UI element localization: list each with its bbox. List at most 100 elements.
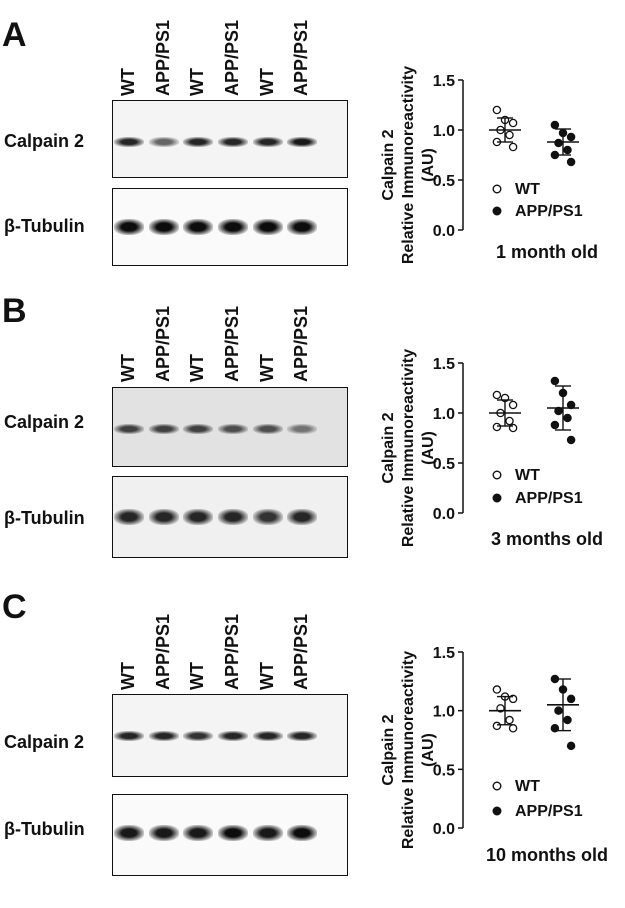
data-point: [566, 694, 576, 704]
calpain-band: [183, 731, 213, 741]
calpain-band: [183, 424, 213, 434]
lane-label: WT: [257, 662, 277, 690]
scatter-plot: Calpain 2 Relative Immunoreactivity (AU)0.…: [380, 349, 603, 549]
y-axis-label: Calpain 2: [380, 129, 397, 200]
lane-label: APP/PS1: [222, 613, 242, 690]
calpain-band: [218, 137, 248, 147]
y-tick-label: 1.5: [433, 645, 455, 662]
tubulin-blot: [112, 188, 348, 266]
lane-label: WT: [257, 354, 277, 382]
calpain-band: [218, 424, 248, 434]
data-point: [508, 400, 518, 410]
data-point: [566, 435, 576, 445]
calpain-blot: [112, 100, 348, 178]
lane-label: WT: [187, 662, 207, 690]
tubulin-band: [287, 825, 317, 841]
legend-label-app: APP/PS1: [515, 803, 583, 820]
tubulin-band: [218, 219, 248, 235]
calpain-band: [114, 731, 144, 741]
data-point: [508, 724, 518, 733]
data-point: [492, 721, 502, 731]
data-point: [492, 105, 502, 115]
tubulin-band: [287, 219, 317, 235]
calpain-label: Calpain 2: [4, 732, 85, 752]
lane-label: WT: [118, 662, 138, 690]
legend-marker-wt: [492, 781, 502, 791]
calpain-blot: [112, 694, 348, 777]
panel-c: C WT APP/PS1 WT APP/PS1 WT APP/PS1 Calpain 2 …: [0, 590, 625, 908]
y-axis-label: Relative Immunoreactivity: [400, 349, 417, 547]
y-axis-label: (AU): [420, 431, 437, 465]
data-point: [563, 145, 572, 155]
legend-marker-wt: [492, 184, 502, 194]
y-tick-label: 1.0: [433, 123, 455, 140]
legend-marker-app: [492, 493, 502, 503]
legend-label-app: APP/PS1: [515, 490, 583, 507]
panel-b: B WT APP/PS1 WT APP/PS1 WT APP/PS1 Calpain 2 …: [0, 290, 625, 590]
tubulin-band: [253, 509, 283, 525]
age-label: 3 months old: [491, 529, 603, 549]
tubulin-band: [183, 509, 213, 525]
y-axis-label: Relative Immunoreactivity: [400, 66, 417, 264]
data-point: [563, 413, 572, 423]
lane-label: APP/PS1: [222, 19, 242, 96]
tubulin-band: [114, 825, 144, 841]
y-axis-label: (AU): [420, 148, 437, 182]
tubulin-label: β-Tubulin: [4, 819, 85, 839]
data-point: [566, 741, 576, 751]
lane-label: WT: [187, 68, 207, 96]
tubulin-blot: [112, 476, 348, 558]
y-tick-label: 1.5: [433, 73, 455, 90]
panel-a: A WT APP/PS1 WT APP/PS1 WT APP/PS1 Calpain 2 …: [0, 0, 625, 290]
lane-label: APP/PS1: [291, 305, 311, 382]
lane-label: APP/PS1: [291, 613, 311, 690]
tubulin-band: [253, 219, 283, 235]
tubulin-band: [287, 509, 317, 525]
y-tick-label: 0.5: [433, 456, 455, 473]
y-axis-label: (AU): [420, 733, 437, 767]
y-tick-label: 0.0: [433, 506, 455, 523]
y-tick-label: 1.5: [433, 356, 455, 373]
age-label: 10 months old: [486, 845, 608, 865]
tubulin-band: [183, 825, 213, 841]
y-axis-label: Calpain 2: [380, 714, 397, 785]
panel-letter: B: [2, 292, 27, 330]
tubulin-band: [218, 509, 248, 525]
calpain-band: [287, 137, 317, 147]
data-point: [554, 706, 563, 715]
calpain-band: [287, 424, 317, 434]
data-point: [563, 715, 572, 725]
calpain-band: [183, 137, 213, 147]
y-axis-label: Calpain 2: [380, 412, 397, 483]
data-point: [566, 132, 576, 142]
calpain-label: Calpain 2: [4, 412, 85, 432]
data-point: [508, 118, 518, 128]
calpain-band: [218, 731, 248, 741]
calpain-band: [253, 424, 283, 434]
tubulin-band: [183, 219, 213, 235]
tubulin-band: [149, 825, 179, 841]
panel-letter: C: [2, 588, 27, 626]
tubulin-label: β-Tubulin: [4, 216, 85, 236]
tubulin-band: [114, 509, 144, 525]
calpain-band: [253, 137, 283, 147]
data-point: [550, 420, 560, 430]
calpain-label: Calpain 2: [4, 131, 85, 151]
lane-label: APP/PS1: [153, 19, 173, 96]
lane-label: APP/PS1: [291, 19, 311, 96]
lane-label: WT: [257, 68, 277, 96]
data-point: [492, 685, 502, 694]
legend-label-wt: WT: [515, 467, 540, 484]
data-point: [505, 416, 514, 426]
tubulin-band: [114, 219, 144, 235]
data-point: [492, 390, 502, 400]
lane-label: APP/PS1: [153, 613, 173, 690]
calpain-band: [114, 137, 144, 147]
y-tick-label: 0.0: [433, 223, 455, 240]
legend-label-wt: WT: [515, 778, 540, 795]
y-tick-label: 1.0: [433, 704, 455, 721]
calpain-blot: [112, 387, 348, 467]
calpain-band: [253, 731, 283, 741]
scatter-plot: Calpain 2 Relative Immunoreactivity (AU)0.…: [380, 645, 608, 865]
scatter-plot: Calpain 2 Relative Immunoreactivity (AU) 0.…: [380, 66, 598, 264]
